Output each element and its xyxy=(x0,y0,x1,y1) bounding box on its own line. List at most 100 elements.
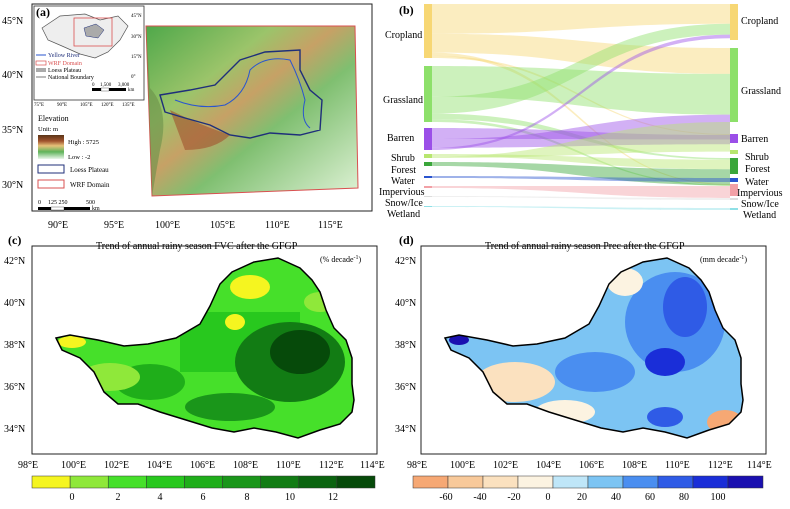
inset-wrf-box xyxy=(73,17,113,47)
sankey-right-node-3 xyxy=(730,150,738,154)
sankey-right-node-7 xyxy=(730,198,738,200)
sankey-right-label-shrub: Shrub xyxy=(745,152,769,163)
scalebar-gap xyxy=(50,206,65,211)
cbar-c-label-1: 2 xyxy=(116,492,121,503)
inset-scale-1: 1,500 xyxy=(100,83,112,88)
fvc-colorbar-labels: 0 2 4 6 8 10 12 xyxy=(70,492,339,503)
panel-c-unit: (% decade-1) xyxy=(320,255,362,264)
cbar-c-label-6: 12 xyxy=(328,492,338,503)
a-lat-2: 35°N xyxy=(2,125,23,136)
fvc-colorbar-swatch-0 xyxy=(31,475,71,489)
prec-colorbar-swatch-5 xyxy=(587,475,624,489)
sankey-right-node-6 xyxy=(730,184,738,196)
d-lon-7: 112°E xyxy=(708,460,733,471)
inset-scale-unit: km xyxy=(128,88,135,93)
inset-lat-1: 30°N xyxy=(131,35,142,40)
loess-plateau-outline xyxy=(159,49,323,139)
d-lat-1: 40°N xyxy=(395,298,416,309)
sankey-right-node-5 xyxy=(730,178,738,182)
c-lon-4: 106°E xyxy=(190,460,215,471)
sankey-svg: (b) Cropland Grassland Barren Shrub Fore… xyxy=(379,3,783,221)
panel-c-svg: (c) Trend of annual rainy season FVC aft… xyxy=(4,233,385,503)
d-lon-0: 98°E xyxy=(407,460,427,471)
d-lon-ticks: 98°E 100°E 102°E 104°E 106°E 108°E 110°E… xyxy=(407,460,772,471)
prec-colorbar-swatch-4 xyxy=(552,475,589,489)
sankey-nodes xyxy=(424,4,738,210)
inset-lon-2: 105°E xyxy=(80,103,93,108)
sankey-flow-17 xyxy=(432,206,730,210)
inset-china-shape xyxy=(41,13,129,59)
inset-lon-4: 135°E xyxy=(122,103,135,108)
sankey-left-label-forest: Forest xyxy=(391,165,416,176)
sankey-left-node-1 xyxy=(424,66,432,122)
elevation-title: Elevation xyxy=(38,114,69,123)
a-lat-0: 45°N xyxy=(2,16,23,27)
c-lon-3: 104°E xyxy=(147,460,172,471)
c-lon-0: 98°E xyxy=(18,460,38,471)
fvc-colorbar-swatch-2 xyxy=(107,475,147,489)
cbar-d-label-8: 100 xyxy=(711,492,726,503)
panel-c-title: Trend of annual rainy season FVC after t… xyxy=(96,241,298,252)
sankey-right-label-snow: Snow/Ice xyxy=(741,199,779,210)
prec-colorbar-swatch-8 xyxy=(692,475,729,489)
panel-a: Yellow River WRF Domain Loess Plateau Na… xyxy=(0,0,375,232)
c-lat-1: 40°N xyxy=(4,298,25,309)
elevation-ramp xyxy=(38,135,64,159)
inset-scale-0: 0 xyxy=(92,83,95,88)
d-lat-4: 34°N xyxy=(395,424,416,435)
sankey-left-node-2 xyxy=(424,128,432,150)
a-lat-1: 40°N xyxy=(2,70,23,81)
panel-d-title: Trend of annual rainy season Prec after … xyxy=(485,241,685,252)
inset-lat-3: 0° xyxy=(131,75,136,80)
cbar-d-label-5: 40 xyxy=(611,492,621,503)
fvc-colorbar-swatch-8 xyxy=(336,475,376,489)
c-lon-6: 110°E xyxy=(276,460,301,471)
d-lon-4: 106°E xyxy=(579,460,604,471)
sankey-left-node-6 xyxy=(424,186,432,188)
fvc-colorbar-swatch-7 xyxy=(298,475,338,489)
prec-colorbar-swatch-9 xyxy=(727,475,764,489)
sankey-flow-3 xyxy=(432,55,730,136)
fvc-colorbar-swatch-4 xyxy=(184,475,223,489)
sankey-left-node-8 xyxy=(424,206,432,207)
cbar-d-label-1: -40 xyxy=(473,492,486,503)
elevation-unit: Unit: m xyxy=(38,126,58,133)
sankey-left-label-snow: Snow/Ice xyxy=(385,198,423,209)
inset-legend-1: Yellow River xyxy=(48,53,80,59)
c-lon-2: 102°E xyxy=(104,460,129,471)
sankey-left-node-7 xyxy=(424,196,432,197)
sankey-left-label-shrub: Shrub xyxy=(391,153,415,164)
panel-a-label: (a) xyxy=(36,5,50,19)
prec-colorbar xyxy=(412,475,764,489)
prec-colorbar-labels: -60 -40 -20 0 20 40 60 80 100 xyxy=(439,492,725,503)
c-lat-4: 34°N xyxy=(4,424,25,435)
a-lat-3: 30°N xyxy=(2,180,23,191)
yellow-river xyxy=(174,58,311,129)
prec-colorbar-swatch-3 xyxy=(517,475,554,489)
sankey-flow-13 xyxy=(432,162,730,186)
inset-lat-2: 15°N xyxy=(131,55,142,60)
sankey-left-label-water: Water xyxy=(391,176,415,187)
d-lon-3: 104°E xyxy=(536,460,561,471)
inset-loess xyxy=(83,23,105,39)
cbar-c-label-4: 8 xyxy=(245,492,250,503)
panel-c-label: (c) xyxy=(8,233,21,247)
inset-scalebar-gap xyxy=(100,87,110,92)
prec-colorbar-swatch-0 xyxy=(412,475,449,489)
a-lon-1: 95°E xyxy=(104,220,124,231)
cbar-c-label-2: 4 xyxy=(158,492,163,503)
panel-c: (c) Trend of annual rainy season FVC aft… xyxy=(0,232,395,504)
sankey-flow-10 xyxy=(432,34,730,150)
panel-b-label: (b) xyxy=(399,3,414,17)
c-lat-2: 38°N xyxy=(4,340,25,351)
fvc-colorbar-swatch-6 xyxy=(260,475,300,489)
panel-a-svg: Yellow River WRF Domain Loess Plateau Na… xyxy=(2,3,373,231)
sankey-flow-15 xyxy=(432,186,730,198)
sankey-right-label-impervious: Impervious xyxy=(737,188,783,199)
sankey-right-label-forest: Forest xyxy=(745,164,770,175)
d-lat-3: 36°N xyxy=(395,382,416,393)
elevation-high: High : 5725 xyxy=(68,139,99,146)
sankey-flow-12 xyxy=(432,122,730,158)
inset-legend-loess-swatch xyxy=(36,68,46,72)
d-lon-2: 102°E xyxy=(493,460,518,471)
